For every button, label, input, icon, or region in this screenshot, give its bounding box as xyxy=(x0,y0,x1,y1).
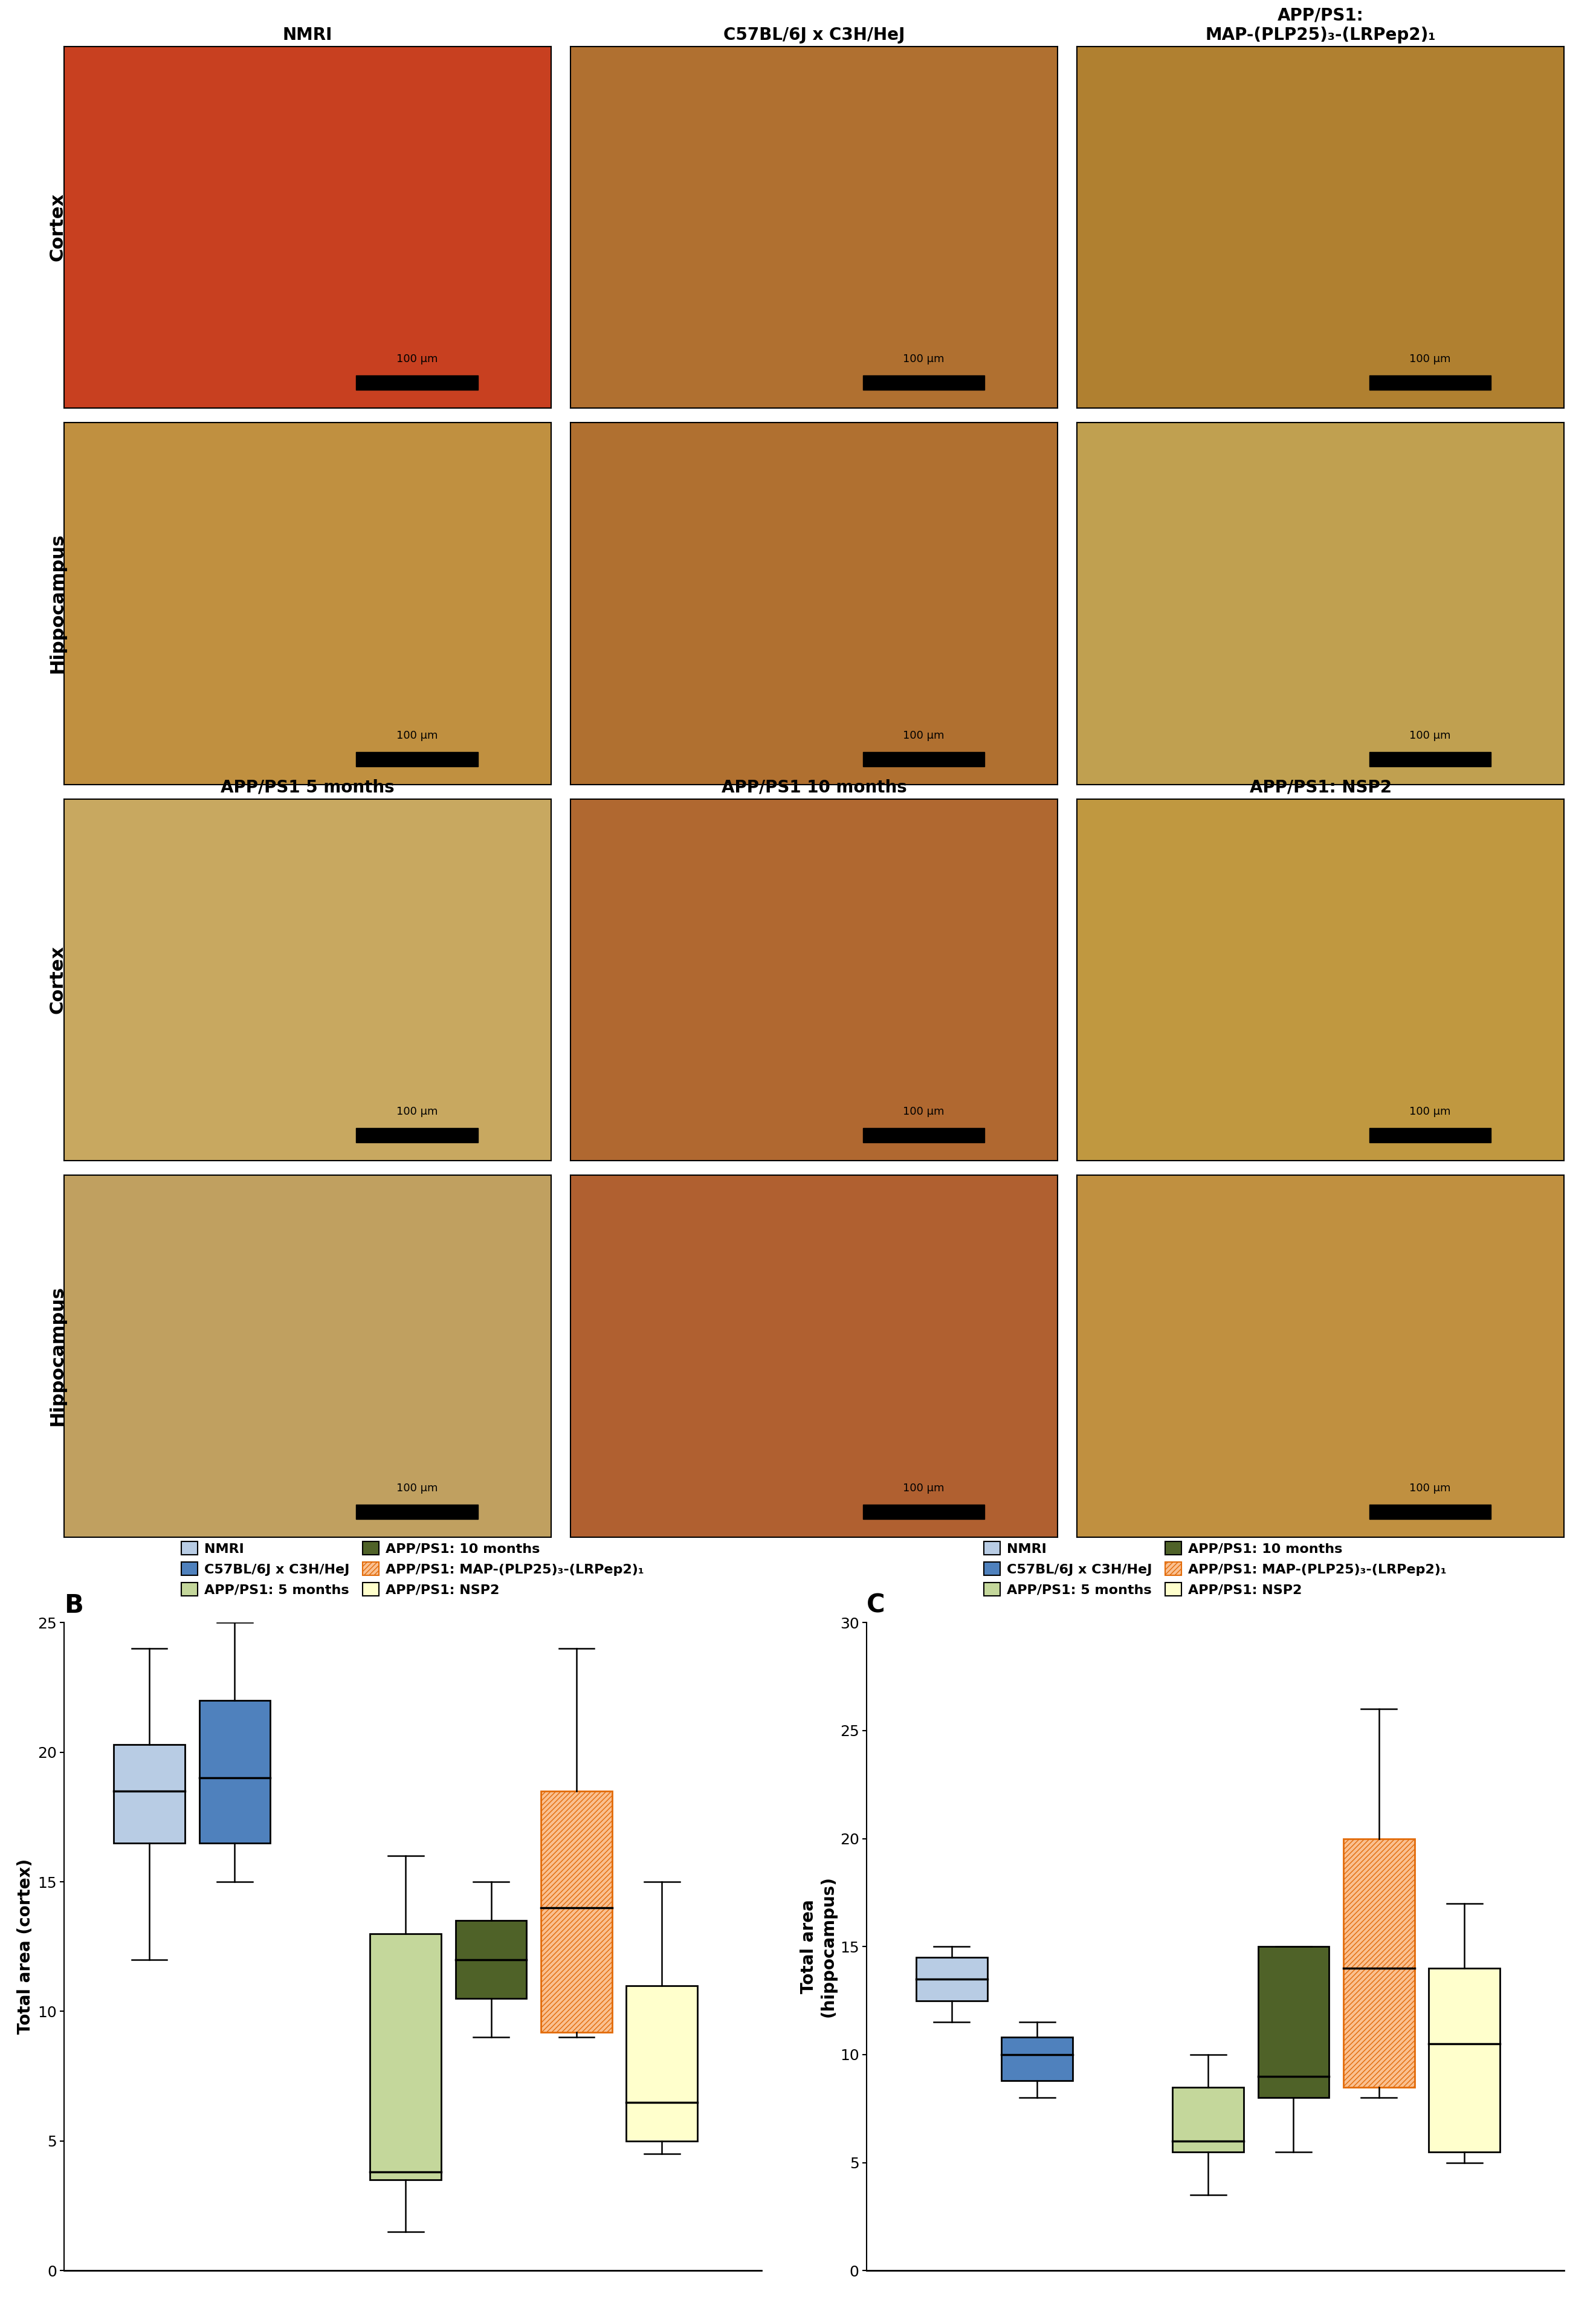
FancyBboxPatch shape xyxy=(541,1791,613,2032)
Y-axis label: Total area (cortex): Total area (cortex) xyxy=(18,1858,34,2034)
FancyBboxPatch shape xyxy=(1258,1946,1329,2097)
FancyBboxPatch shape xyxy=(1173,2088,1243,2152)
Text: 100 μm: 100 μm xyxy=(1409,1108,1451,1117)
Text: 100 μm: 100 μm xyxy=(1409,730,1451,741)
Title: APP/PS1 10 months: APP/PS1 10 months xyxy=(721,779,907,795)
Y-axis label: Total area
(hippocampus): Total area (hippocampus) xyxy=(800,1877,836,2018)
Bar xyxy=(356,1128,477,1142)
Bar xyxy=(863,375,985,389)
Title: C57BL/6J x C3H/HeJ: C57BL/6J x C3H/HeJ xyxy=(723,25,905,44)
Legend: NMRI, C57BL/6J x C3H/HeJ, APP/PS1: 5 months, APP/PS1: 10 months, APP/PS1: MAP-(P: NMRI, C57BL/6J x C3H/HeJ, APP/PS1: 5 mon… xyxy=(977,1534,1454,1603)
Y-axis label: Hippocampus: Hippocampus xyxy=(48,533,65,674)
FancyBboxPatch shape xyxy=(200,1701,270,1842)
Bar xyxy=(356,375,477,389)
Text: B: B xyxy=(64,1592,83,1617)
Text: 100 μm: 100 μm xyxy=(903,730,945,741)
Bar xyxy=(1369,1128,1491,1142)
Bar xyxy=(356,753,477,767)
Bar xyxy=(1369,1504,1491,1520)
Title: APP/PS1 5 months: APP/PS1 5 months xyxy=(220,779,394,795)
Bar xyxy=(356,1504,477,1520)
Text: 100 μm: 100 μm xyxy=(903,1108,945,1117)
Text: 100 μm: 100 μm xyxy=(396,1483,437,1494)
FancyBboxPatch shape xyxy=(113,1745,185,1842)
Bar xyxy=(1369,375,1491,389)
Text: 100 μm: 100 μm xyxy=(396,730,437,741)
Y-axis label: Cortex: Cortex xyxy=(48,945,65,1015)
Text: 100 μm: 100 μm xyxy=(396,355,437,364)
Title: NMRI: NMRI xyxy=(282,25,332,44)
FancyBboxPatch shape xyxy=(455,1921,527,2000)
Title: APP/PS1: NSP2: APP/PS1: NSP2 xyxy=(1250,779,1392,795)
FancyBboxPatch shape xyxy=(916,1958,988,2000)
FancyBboxPatch shape xyxy=(1344,1840,1414,2088)
Text: 100 μm: 100 μm xyxy=(903,1483,945,1494)
Text: 100 μm: 100 μm xyxy=(1409,355,1451,364)
FancyBboxPatch shape xyxy=(626,1986,697,2141)
FancyBboxPatch shape xyxy=(1002,2037,1073,2081)
FancyBboxPatch shape xyxy=(1428,1967,1500,2152)
Title: APP/PS1:
MAP-(PLP25)₃-(LRPep2)₁: APP/PS1: MAP-(PLP25)₃-(LRPep2)₁ xyxy=(1205,7,1436,44)
Text: 100 μm: 100 μm xyxy=(1409,1483,1451,1494)
Text: 100 μm: 100 μm xyxy=(396,1108,437,1117)
Legend: NMRI, C57BL/6J x C3H/HeJ, APP/PS1: 5 months, APP/PS1: 10 months, APP/PS1: MAP-(P: NMRI, C57BL/6J x C3H/HeJ, APP/PS1: 5 mon… xyxy=(174,1534,651,1603)
Bar xyxy=(1369,753,1491,767)
Y-axis label: Hippocampus: Hippocampus xyxy=(48,1286,65,1427)
Bar xyxy=(863,1504,985,1520)
Text: 100 μm: 100 μm xyxy=(903,355,945,364)
Bar xyxy=(863,753,985,767)
Y-axis label: Cortex: Cortex xyxy=(48,192,65,262)
Bar xyxy=(863,1128,985,1142)
Text: C: C xyxy=(867,1592,884,1617)
FancyBboxPatch shape xyxy=(370,1935,440,2180)
